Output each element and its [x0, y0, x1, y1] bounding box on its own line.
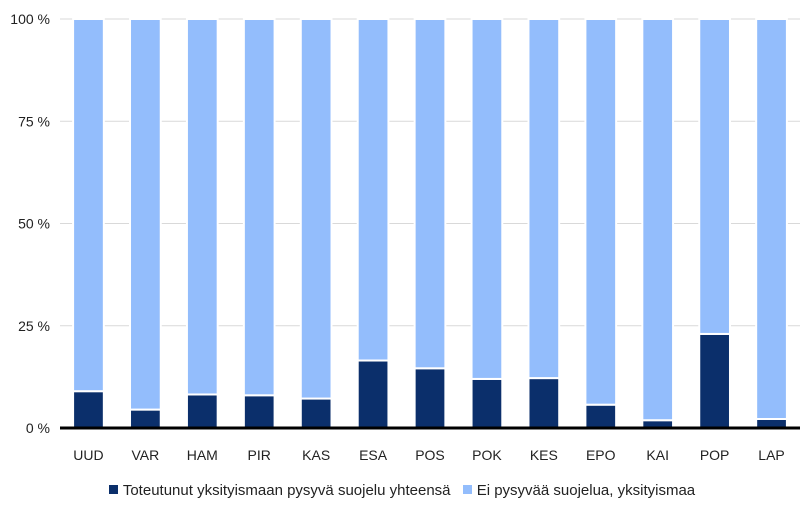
x-tick-label: POS [415, 447, 445, 463]
x-tick-label: UUD [73, 447, 103, 463]
x-tick-label: LAP [758, 447, 784, 463]
x-tick-label: PIR [248, 447, 271, 463]
bar-epo-series-1 [584, 18, 618, 406]
legend-label: Ei pysyvää suojelua, yksityismaa [476, 482, 696, 499]
bar-kai-series-1 [641, 18, 675, 422]
y-tick-label: 100 % [10, 11, 50, 27]
bar-ham-series-1 [185, 18, 219, 396]
bar-epo-series-0 [584, 403, 618, 430]
x-tick-label: KAI [646, 447, 669, 463]
bar-kes-series-1 [527, 18, 561, 380]
legend-swatch-light [462, 485, 472, 494]
legend-item-private-protected: Toteutunut yksityismaan pysyvä suojelu y… [108, 482, 451, 499]
bar-var-series-0 [129, 408, 162, 430]
x-tick-label: VAR [132, 447, 160, 463]
bar-pok-series-1 [470, 18, 504, 380]
x-tick-label: EPO [586, 447, 616, 463]
bar-pos-series-0 [413, 367, 447, 430]
bar-uud-series-0 [72, 390, 105, 430]
bar-esa-series-0 [356, 359, 390, 430]
bar-uud-series-1 [72, 18, 105, 393]
bar-pop-series-1 [698, 18, 731, 335]
y-tick-label: 0 % [26, 420, 50, 436]
bar-pir-series-1 [242, 18, 276, 397]
legend: Toteutunut yksityismaan pysyvä suojelu y… [0, 482, 804, 499]
x-tick-label: POP [700, 447, 730, 463]
bar-pop-series-0 [698, 332, 731, 429]
bars [72, 18, 788, 430]
legend-label: Toteutunut yksityismaan pysyvä suojelu y… [122, 482, 451, 499]
bar-var-series-1 [129, 18, 162, 411]
stacked-bar-chart: 0 % 25 % 50 % 75 % 100 % UUD VAR HAM PIR KAS ESA P… [10, 11, 800, 463]
y-axis-ticks: 0 % 25 % 50 % 75 % 100 % [10, 11, 50, 436]
bar-kes-series-0 [527, 377, 561, 429]
x-tick-label: ESA [359, 447, 388, 463]
x-tick-label: KES [530, 447, 558, 463]
bar-kas-series-1 [299, 18, 333, 400]
bar-esa-series-1 [356, 18, 390, 362]
x-tick-label: KAS [302, 447, 330, 463]
x-tick-label: POK [472, 447, 502, 463]
bar-lap-series-1 [755, 18, 788, 421]
legend-swatch-dark [108, 485, 118, 494]
x-tick-label: HAM [187, 447, 218, 463]
bar-pir-series-0 [242, 394, 276, 429]
legend-item-not-protected: Ei pysyvää suojelua, yksityismaa [462, 482, 696, 499]
y-tick-label: 75 % [18, 113, 50, 129]
bar-kas-series-0 [299, 397, 333, 430]
x-axis-ticks: UUD VAR HAM PIR KAS ESA POS POK KES EPO KAI POP LAP [60, 426, 800, 463]
y-tick-label: 50 % [18, 216, 50, 232]
bar-pok-series-0 [470, 377, 504, 430]
bar-pos-series-1 [413, 18, 447, 370]
bar-ham-series-0 [185, 393, 219, 430]
y-tick-label: 25 % [18, 318, 50, 334]
